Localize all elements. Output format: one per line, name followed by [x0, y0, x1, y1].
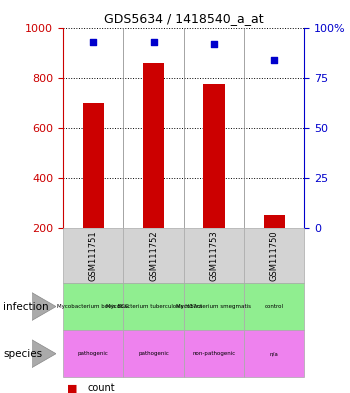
Text: Mycobacterium smegmatis: Mycobacterium smegmatis — [176, 304, 251, 309]
Bar — [123, 283, 184, 330]
Text: infection: infection — [4, 301, 49, 312]
Bar — [83, 103, 104, 228]
Text: count: count — [88, 383, 115, 393]
Point — [151, 39, 156, 45]
Text: GSM111751: GSM111751 — [89, 230, 98, 281]
Text: GSM111752: GSM111752 — [149, 230, 158, 281]
Polygon shape — [32, 292, 56, 321]
Text: pathogenic: pathogenic — [138, 351, 169, 356]
Title: GDS5634 / 1418540_a_at: GDS5634 / 1418540_a_at — [104, 12, 264, 25]
Bar — [244, 283, 304, 330]
Bar — [184, 330, 244, 377]
Bar — [203, 84, 224, 228]
Point — [272, 57, 277, 63]
Point — [90, 39, 96, 45]
Polygon shape — [32, 340, 56, 368]
Bar — [63, 283, 123, 330]
Text: Mycobacterium bovis BCG: Mycobacterium bovis BCG — [57, 304, 129, 309]
Text: non-pathogenic: non-pathogenic — [192, 351, 236, 356]
Bar — [63, 228, 123, 283]
Bar — [244, 330, 304, 377]
Text: GSM111753: GSM111753 — [209, 230, 218, 281]
Text: pathogenic: pathogenic — [78, 351, 108, 356]
Bar — [123, 330, 184, 377]
Bar — [184, 228, 244, 283]
Bar — [123, 228, 184, 283]
Text: n/a: n/a — [270, 351, 279, 356]
Bar — [63, 330, 123, 377]
Text: control: control — [265, 304, 284, 309]
Bar — [143, 62, 164, 228]
Bar — [264, 215, 285, 228]
Text: ■: ■ — [66, 383, 77, 393]
Bar — [244, 228, 304, 283]
Text: species: species — [4, 349, 43, 359]
Text: Mycobacterium tuberculosis H37ra: Mycobacterium tuberculosis H37ra — [105, 304, 202, 309]
Bar — [184, 283, 244, 330]
Text: GSM111750: GSM111750 — [270, 230, 279, 281]
Point — [211, 40, 217, 47]
